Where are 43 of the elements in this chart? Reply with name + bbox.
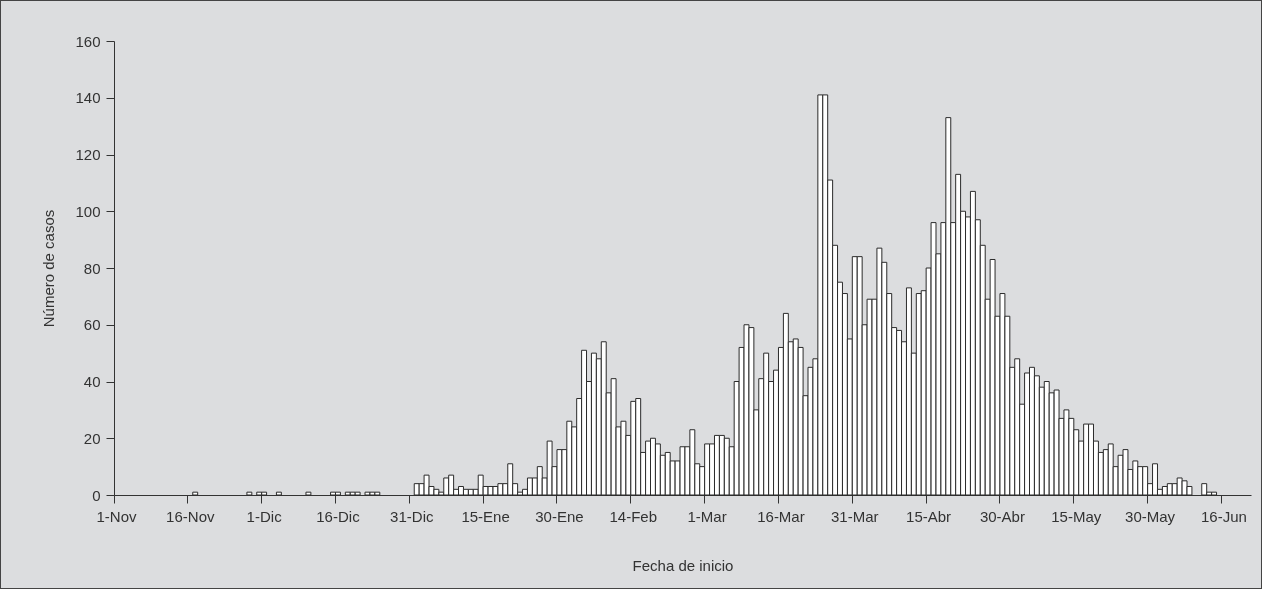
x-tick-label: 1-Mar [687,507,727,525]
x-tick-label: 30-Ene [535,507,584,525]
x-tick-label: 15-May [1051,507,1102,525]
bar [526,477,533,496]
bar [1107,443,1114,496]
x-tick-label: 30-May [1125,507,1176,525]
x-tick-label: 30-Abr [979,507,1025,525]
x-axis-title: Fecha de inicio [632,556,734,574]
bar [610,378,617,496]
x-tick-label: 31-Mar [831,507,879,525]
bar [989,258,996,496]
bar [856,256,863,496]
bar [467,488,474,496]
y-tick-label: 120 [75,146,101,163]
bar [462,488,469,496]
x-tick-label: 1-Dic [246,507,283,525]
bar [546,440,553,496]
y-tick-label: 0 [92,486,101,504]
x-tick-label: 16-Mar [757,507,805,525]
y-tick-label: 140 [75,89,101,107]
bar [1166,483,1173,496]
bar [477,474,484,496]
bar [1161,485,1168,496]
y-tick-label: 40 [83,373,101,390]
y-tick-label: 160 [75,32,101,50]
x-tick-label: 1-Nov [96,507,137,525]
x-tick-label: 15-Abr [906,507,952,525]
x-tick-label: 15-Ene [461,507,510,525]
y-tick-label: 80 [83,259,101,277]
x-tick-label: 31-Dic [390,507,434,525]
y-tick-label: 60 [83,316,101,334]
x-tick-label: 14-Feb [609,507,658,525]
bar [600,341,607,496]
y-tick-label: 20 [83,429,101,447]
x-tick-label: 16-Nov [166,507,215,525]
bar [487,485,494,496]
bar [536,466,543,496]
y-tick-label: 100 [75,202,101,220]
y-axis-title: Número de casos [40,209,58,328]
bar [905,287,912,496]
bar [1053,389,1060,496]
x-tick-label: 16-Jun [1200,507,1247,525]
x-tick-label: 16-Dic [316,507,361,525]
